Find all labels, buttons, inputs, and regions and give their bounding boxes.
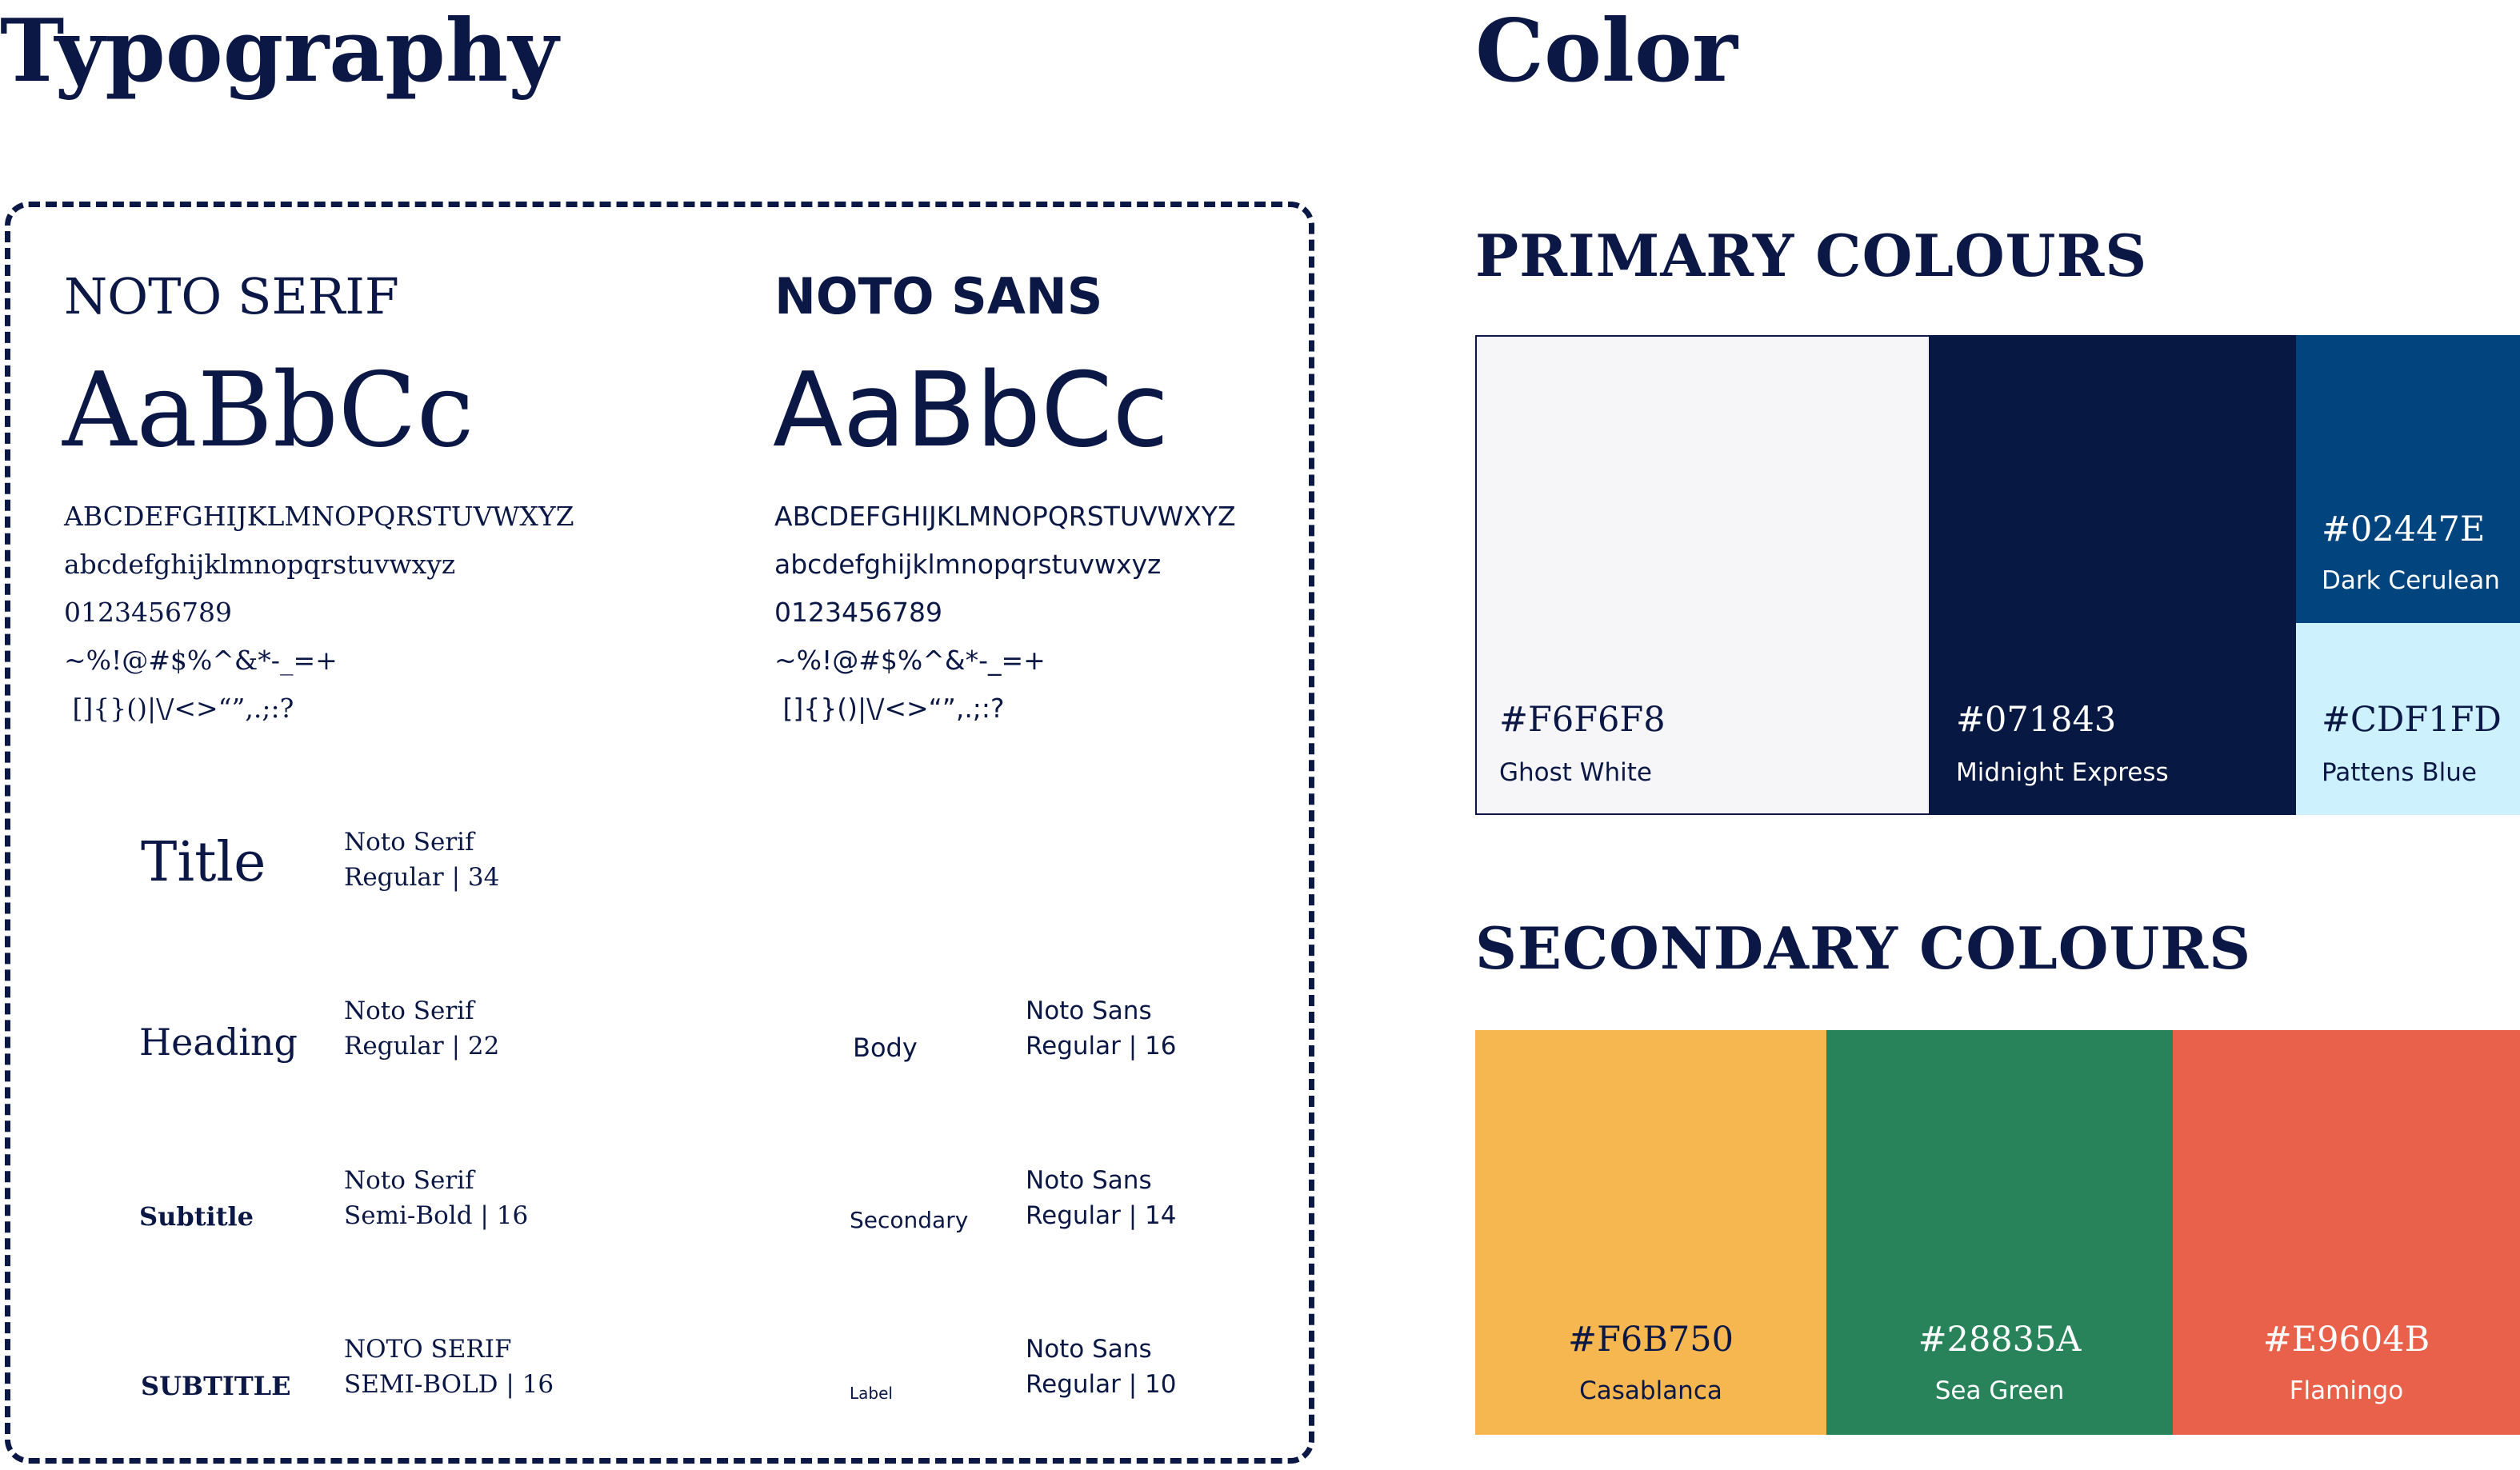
swatch-hex: #28835A	[1918, 1320, 2082, 1360]
swatch-dark-cerulean: #02447E Dark Cerulean	[2296, 335, 2520, 623]
subtitle-style-sample: Subtitle	[139, 1201, 254, 1232]
secondary-style-font: Noto Sans	[1026, 1166, 1152, 1195]
label-style-weight-size: Regular | 10	[1026, 1370, 1177, 1399]
secondary-style-sample: Secondary	[850, 1207, 969, 1233]
title-style-sample: Title	[141, 831, 266, 894]
swatch-hex: #F6F6F8	[1499, 700, 1666, 740]
swatch-name: Dark Cerulean	[2322, 566, 2500, 595]
swatch-hex: #CDF1FD	[2322, 700, 2502, 740]
swatch-name: Midnight Express	[1956, 758, 2169, 787]
secondary-colours-heading: SECONDARY COLOURS	[1475, 914, 2252, 982]
subtitle-caps-style-spec: NOTO SERIF SEMI-BOLD | 16	[344, 1332, 554, 1402]
swatch-midnight-express: #071843 Midnight Express	[1930, 335, 2296, 815]
sans-charset-symbols: ~%!@#$%^&*-_=+	[774, 645, 1046, 676]
primary-colours-heading: PRIMARY COLOURS	[1475, 222, 2148, 290]
swatch-name: Ghost White	[1499, 758, 1652, 787]
subtitle-style-font: Noto Serif	[344, 1166, 474, 1195]
swatch-ghost-white: #F6F6F8 Ghost White	[1475, 335, 1930, 815]
heading-style-sample: Heading	[139, 1021, 298, 1064]
body-style-sample: Body	[853, 1033, 918, 1063]
subtitle-caps-style-font: NOTO SERIF	[344, 1335, 512, 1364]
sans-charset-punctuation: []{}()|\/<>“”,.;:?	[774, 693, 1005, 724]
serif-charset-symbols: ~%!@#$%^&*-_=+	[64, 645, 338, 676]
serif-charset-upper: ABCDEFGHIJKLMNOPQRSTUVWXYZ	[64, 501, 574, 532]
label-style-spec: Noto Sans Regular | 10	[1026, 1332, 1177, 1402]
typography-title: Typography	[0, 1, 558, 102]
sans-charset-upper: ABCDEFGHIJKLMNOPQRSTUVWXYZ	[774, 501, 1236, 532]
typography-card	[5, 202, 1314, 1464]
body-style-spec: Noto Sans Regular | 16	[1026, 993, 1177, 1064]
subtitle-style-weight-size: Semi-Bold | 16	[344, 1201, 529, 1230]
serif-charset-digits: 0123456789	[64, 597, 232, 628]
body-style-font: Noto Sans	[1026, 997, 1152, 1025]
swatch-hex: #E9604B	[2262, 1320, 2430, 1360]
swatch-sea-green: #28835A Sea Green	[1826, 1030, 2173, 1435]
title-style-spec: Noto Serif Regular | 34	[344, 825, 499, 895]
swatch-flamingo: #E9604B Flamingo	[2173, 1030, 2520, 1435]
subtitle-caps-style-sample: SUBTITLE	[141, 1371, 291, 1401]
serif-charset: ABCDEFGHIJKLMNOPQRSTUVWXYZ abcdefghijklm…	[64, 493, 574, 733]
body-style-weight-size: Regular | 16	[1026, 1032, 1177, 1061]
serif-specimen: AaBbCc	[62, 351, 474, 470]
swatch-hex: #071843	[1956, 700, 2117, 740]
swatch-name: Pattens Blue	[2322, 758, 2477, 787]
swatch-hex: #F6B750	[1568, 1320, 1734, 1360]
heading-style-spec: Noto Serif Regular | 22	[344, 993, 499, 1064]
swatch-hex: #02447E	[2322, 509, 2486, 549]
heading-style-weight-size: Regular | 22	[344, 1032, 500, 1061]
swatch-name: Flamingo	[2289, 1376, 2404, 1405]
heading-style-font: Noto Serif	[344, 997, 474, 1025]
subtitle-caps-style-weight-size: SEMI-BOLD | 16	[344, 1370, 554, 1399]
sans-charset: ABCDEFGHIJKLMNOPQRSTUVWXYZ abcdefghijklm…	[774, 493, 1236, 733]
secondary-style-weight-size: Regular | 14	[1026, 1201, 1177, 1230]
label-style-sample: Label	[850, 1384, 893, 1403]
swatch-name: Casablanca	[1579, 1376, 1722, 1405]
serif-charset-punctuation: []{}()|\/<>“”,.;:?	[64, 693, 294, 724]
swatch-name: Sea Green	[1934, 1376, 2065, 1405]
swatch-pattens-blue: #CDF1FD Pattens Blue	[2296, 623, 2520, 815]
secondary-style-spec: Noto Sans Regular | 14	[1026, 1163, 1177, 1233]
sans-specimen: AaBbCc	[773, 351, 1169, 470]
serif-charset-lower: abcdefghijklmnopqrstuvwxyz	[64, 549, 456, 580]
serif-font-name: NOTO SERIF	[64, 267, 399, 326]
sans-charset-lower: abcdefghijklmnopqrstuvwxyz	[774, 549, 1162, 580]
swatch-casablanca: #F6B750 Casablanca	[1475, 1030, 1826, 1435]
subtitle-style-spec: Noto Serif Semi-Bold | 16	[344, 1163, 528, 1233]
label-style-font: Noto Sans	[1026, 1335, 1152, 1364]
sans-font-name: NOTO SANS	[774, 267, 1103, 326]
sans-charset-digits: 0123456789	[774, 597, 942, 628]
title-style-weight-size: Regular | 34	[344, 863, 500, 892]
title-style-font: Noto Serif	[344, 828, 474, 857]
color-title: Color	[1475, 1, 1738, 102]
